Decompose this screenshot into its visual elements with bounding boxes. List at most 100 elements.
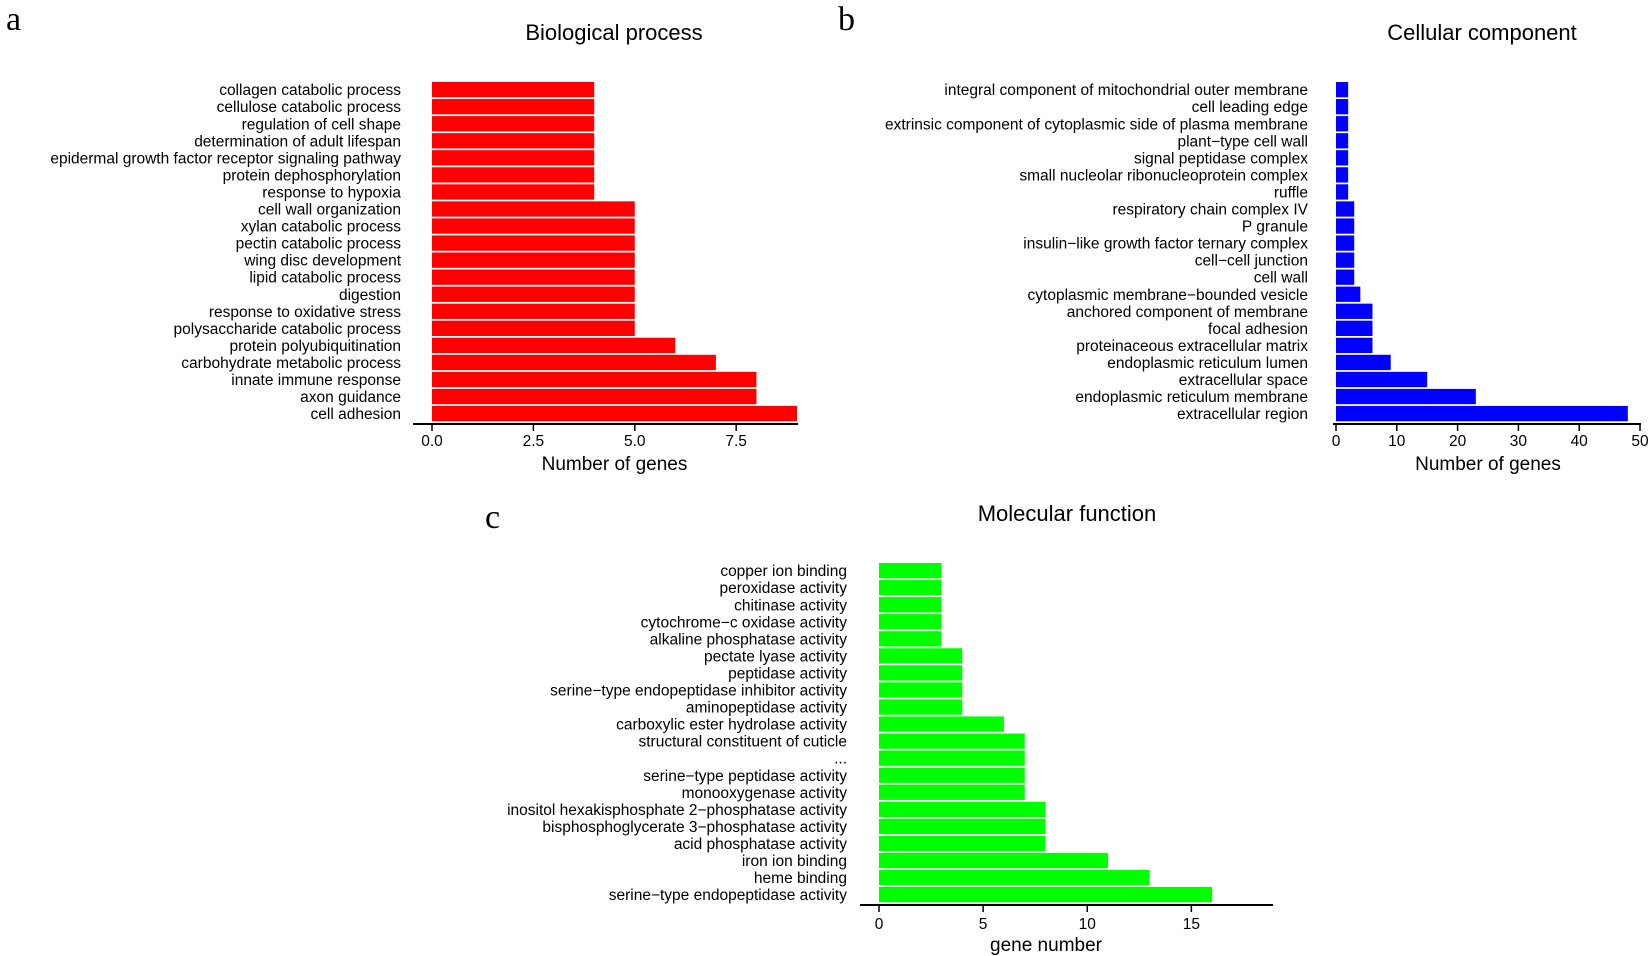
bar [1336,337,1373,354]
bar [879,767,1025,783]
category-label: P granule [1242,219,1308,236]
category-label: innate immune response [231,372,401,389]
category-label: pectin catabolic process [236,236,402,253]
bar [432,320,635,336]
x-axis-label: Number of genes [542,454,688,475]
bar [879,886,1213,903]
bar [432,252,635,268]
bar [1336,218,1355,234]
category-label: endoplasmic reticulum membrane [1075,389,1308,406]
bar [1336,201,1355,217]
category-label: regulation of cell shape [242,116,401,133]
category-label: bisphosphoglycerate 3−phosphatase activi… [542,819,847,836]
panel-letter: a [6,1,21,38]
category-label: response to oxidative stress [209,304,401,321]
x-tick-label: 20 [1449,433,1467,450]
x-tick-label: 40 [1571,433,1589,450]
category-label: focal adhesion [1208,321,1308,338]
category-label: cell leading edge [1192,99,1308,116]
category-label: cell−cell junction [1195,253,1308,270]
bar [1336,269,1355,285]
category-label: aminopeptidase activity [686,700,847,717]
category-label: cytoplasmic membrane−bounded vesicle [1028,287,1308,304]
category-label: anchored component of membrane [1067,304,1308,321]
bar [432,269,635,285]
category-label: heme binding [754,870,847,887]
bar [1336,303,1373,319]
bar [432,218,635,234]
bar [879,784,1025,800]
category-label: carboxylic ester hydrolase activity [616,717,847,734]
bar [432,286,635,302]
bar [879,648,963,664]
category-label: collagen catabolic process [219,82,401,99]
x-tick-label: 0 [875,916,884,933]
category-label: chitinase activity [734,597,847,614]
bar [1336,320,1373,336]
x-tick-label: 2.5 [523,433,545,450]
bar [432,99,595,115]
bar [1336,286,1361,302]
x-axis-label: Number of genes [1415,454,1561,475]
category-label: peroxidase activity [719,580,847,597]
x-tick-label: 5 [979,916,988,933]
bar [1336,99,1349,115]
category-label: digestion [339,287,401,304]
bar [1336,167,1349,183]
category-label: structural constituent of cuticle [639,734,848,751]
category-label: protein polyubiquitination [230,338,401,355]
category-label: copper ion binding [720,563,847,580]
chart-title: Biological process [525,20,702,45]
bar [879,597,942,613]
bar [879,818,1046,835]
category-label: small nucleolar ribonucleoprotein comple… [1019,167,1308,184]
bar [1336,82,1349,98]
x-tick-label: 5.0 [624,433,646,450]
category-label: integral component of mitochondrial oute… [944,82,1308,99]
category-label: endoplasmic reticulum lumen [1107,355,1308,372]
bar [879,699,963,715]
category-label: cellulose catabolic process [217,99,402,116]
bar [879,852,1109,869]
category-label: polysaccharide catabolic process [174,321,402,338]
bar [879,580,942,596]
x-tick-label: 30 [1510,433,1528,450]
category-label: inositol hexakisphosphate 2−phosphatase … [507,802,847,819]
bar [432,354,716,371]
bar [432,167,595,183]
bar [1336,116,1349,132]
bar [879,835,1046,852]
chart-title: Molecular function [978,501,1157,526]
x-tick-label: 15 [1183,916,1200,933]
bar [432,405,797,422]
bar [879,665,963,681]
bar [432,116,595,132]
bar [432,150,595,166]
category-label: cell wall [1254,270,1308,287]
x-tick-label: 10 [1079,916,1097,933]
category-label: alkaline phosphatase activity [650,631,848,648]
bar [1336,371,1428,388]
category-label: insulin−like growth factor ternary compl… [1023,236,1308,253]
panel-letter: c [485,499,500,536]
category-label: wing disc development [243,253,402,270]
category-label: acid phosphatase activity [674,836,847,853]
category-label: serine−type peptidase activity [643,768,847,785]
category-label: pectate lyase activity [704,648,847,665]
x-tick-label: 0.0 [421,433,443,450]
category-label: response to hypoxia [262,184,401,201]
bar [879,733,1025,749]
x-tick-label: 50 [1631,433,1649,450]
bar [879,869,1150,886]
bar [879,716,1004,732]
bar [1336,405,1628,422]
panel-letter: b [838,1,855,38]
bar [432,184,595,200]
bar [432,303,635,319]
bar [879,801,1046,817]
category-label: carbohydrate metabolic process [181,355,401,372]
bar [879,631,942,647]
category-label: extracellular space [1179,372,1308,389]
category-label: cell adhesion [311,406,401,423]
